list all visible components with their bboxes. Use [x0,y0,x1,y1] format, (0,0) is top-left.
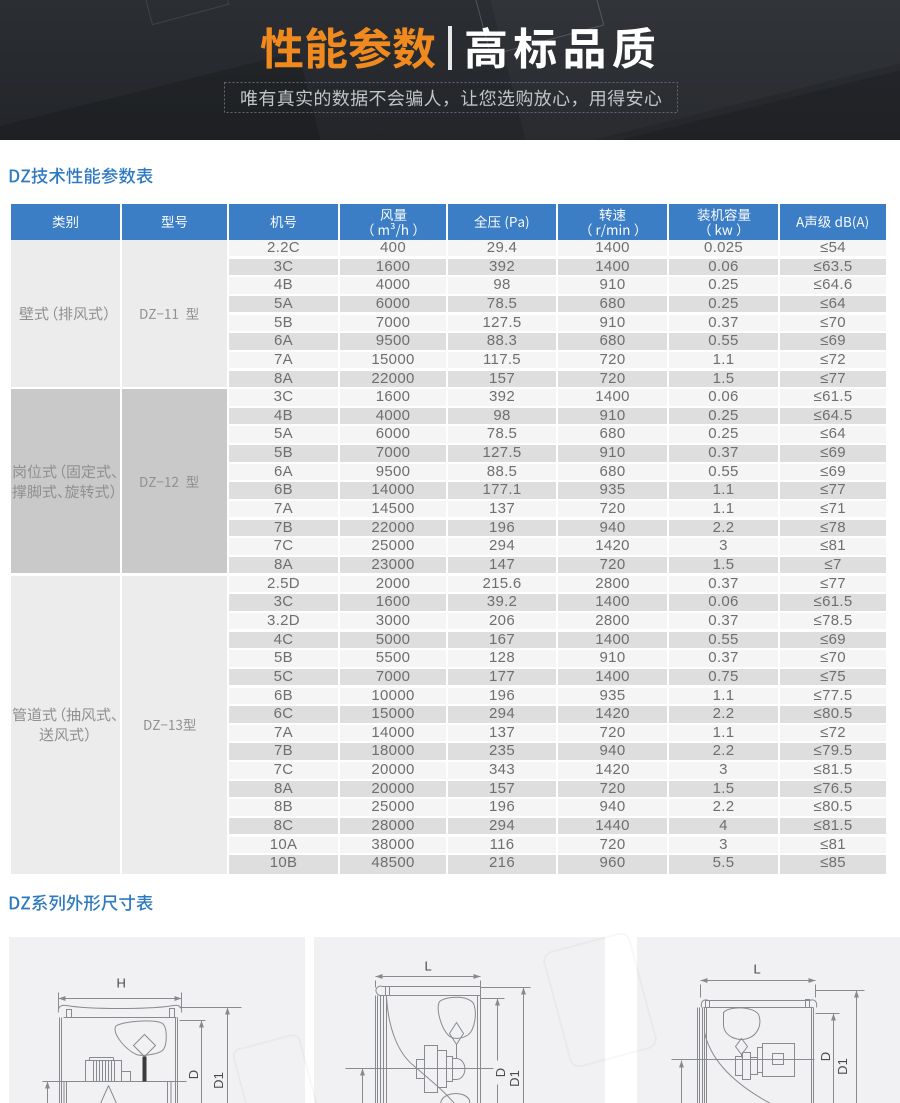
svg-text:H: H [117,976,126,991]
svg-text:L: L [425,959,432,974]
svg-text:D1: D1 [507,1070,522,1087]
svg-text:D1: D1 [211,1072,226,1089]
svg-text:D: D [818,1052,833,1061]
svg-text:D: D [493,1068,508,1077]
svg-text:D: D [186,1070,201,1079]
svg-text:L: L [754,962,761,977]
svg-text:D1: D1 [835,1058,850,1075]
